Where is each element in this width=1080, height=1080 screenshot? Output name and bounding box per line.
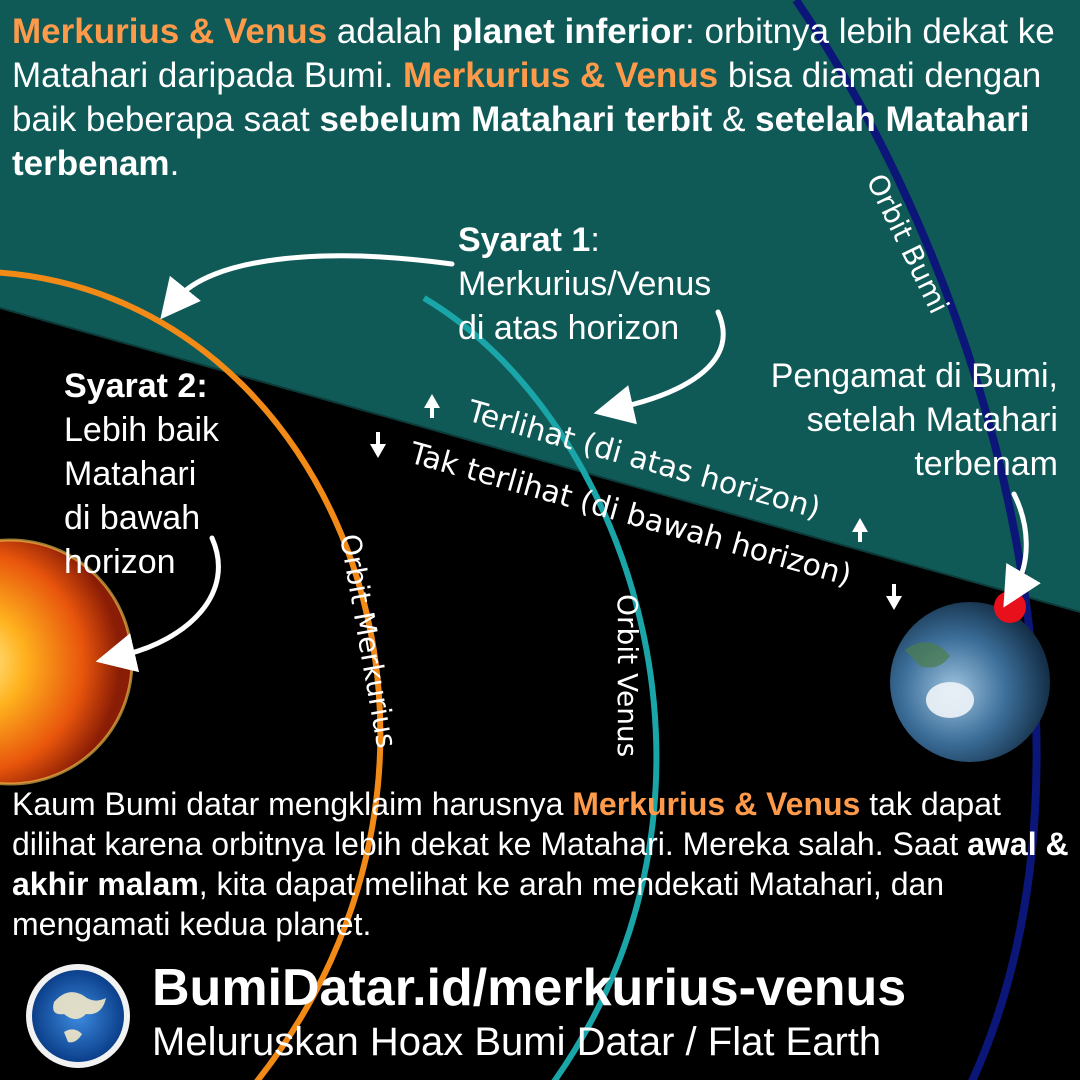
bottom-text-part: Kaum Bumi datar mengklaim harusnya: [12, 786, 573, 822]
pengamat-line1: Pengamat di Bumi,: [770, 357, 1058, 395]
syarat1-down-arrow: [593, 309, 726, 425]
earth-image: [890, 602, 1050, 762]
syarat2-title: Syarat 2:: [64, 367, 208, 405]
bottom-text-part: tak dapat dilihat karena orbitnya lebih …: [12, 786, 1001, 862]
syarat1-line2: di atas horizon: [458, 309, 680, 347]
pengamat-label: Pengamat di Bumi, setelah Matahari terbe…: [758, 354, 1058, 486]
highlight-text: Merkurius & Venus: [12, 12, 328, 51]
bottom-text-part: , kita dapat melihat ke arah mendekati M…: [12, 866, 945, 942]
syarat1-colon: :: [590, 221, 600, 259]
bottom-text: Kaum Bumi datar mengklaim harusnya Merku…: [12, 784, 1076, 944]
globe-logo-icon: [26, 964, 130, 1068]
setelah-text: setelah Matahari terbenam: [12, 100, 1030, 183]
syarat1-left-arrow: [160, 253, 455, 320]
intro-text-part: : orbitnya lebih dekat ke Matahari darip…: [12, 12, 1055, 95]
down-arrow-icon: [886, 584, 902, 610]
pengamat-arrow: [1003, 491, 1041, 608]
intro-text-part: adalah: [327, 12, 452, 51]
horizon-line: [0, 307, 1080, 613]
sebelum-text: sebelum Matahari terbit: [319, 100, 713, 139]
earth-orbit: [792, 0, 1041, 1080]
up-arrow-icon: [852, 518, 868, 542]
highlight-text: Merkurius & Venus: [572, 786, 861, 822]
syarat2-line3: di bawah: [64, 499, 201, 537]
mercury-orbit: [0, 269, 384, 1080]
pengamat-line2: setelah Matahari: [806, 401, 1058, 439]
syarat1-title-line: Syarat 1:: [458, 218, 711, 262]
syarat1-label: Syarat 1: Merkurius/Venus di atas horizo…: [458, 218, 711, 350]
small-arrows: [370, 394, 902, 610]
mercury-orbit-label: Orbit Merkurius: [333, 531, 403, 750]
pengamat-line3: terbenam: [914, 445, 1058, 483]
venus-orbit: [422, 295, 660, 1080]
intro-text-part: .: [169, 144, 180, 183]
intro-text: Merkurius & Venus adalah planet inferior…: [12, 10, 1072, 186]
arrows: [95, 253, 1041, 673]
syarat2-line2: Matahari: [64, 455, 197, 493]
venus-orbit-label: Orbit Venus: [611, 594, 644, 757]
up-arrow-icon: [424, 394, 440, 418]
intro-text-part: &: [712, 100, 756, 139]
intro-text-part: bisa diamati dengan baik beberapa saat: [12, 56, 1042, 139]
syarat2-arrow: [95, 535, 221, 673]
syarat2-line4: horizon: [64, 543, 176, 581]
down-arrow-icon: [370, 432, 386, 458]
syarat2-line1: Lebih baik: [64, 411, 220, 449]
highlight-text: Merkurius & Venus: [403, 56, 719, 95]
planet-inferior-text: planet inferior: [451, 12, 686, 51]
sky-region: [0, 0, 1080, 612]
footer-tagline: Meluruskan Hoax Bumi Datar / Flat Earth: [152, 1020, 882, 1064]
syarat2-label: Syarat 2: Lebih baik Matahari di bawah h…: [64, 364, 219, 584]
footer-url[interactable]: BumiDatar.id/merkurius-venus: [152, 959, 907, 1017]
awal-akhir-text: awal & akhir malam: [12, 826, 1069, 902]
syarat1-line1: Merkurius/Venus: [458, 265, 712, 303]
syarat1-title: Syarat 1: [458, 221, 591, 259]
observer-dot: [994, 591, 1026, 623]
